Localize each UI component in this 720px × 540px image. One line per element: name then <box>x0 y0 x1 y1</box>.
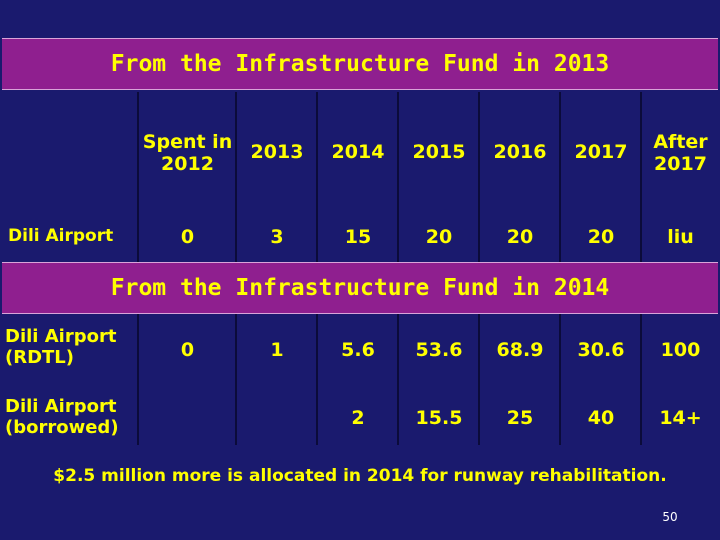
header-2017: 2017 <box>574 141 628 163</box>
page-number: 50 <box>662 510 678 524</box>
section2-title: From the Infrastructure Fund in 2014 <box>110 275 610 301</box>
row-label-dili-airport: Dili Airport <box>8 226 114 246</box>
header-spent-2012: Spent in 2012 <box>142 131 233 175</box>
header-2016: 2016 <box>493 141 547 163</box>
table-cell: 20 <box>587 226 615 248</box>
table-cell: 3 <box>270 226 284 248</box>
header-2013: 2013 <box>250 141 304 163</box>
header-2014: 2014 <box>331 141 385 163</box>
table-cell: 25 <box>506 407 534 429</box>
table-cell: 20 <box>506 226 534 248</box>
table-cell: 0 <box>180 226 195 248</box>
section2-title-band: From the Infrastructure Fund in 2014 <box>2 262 718 314</box>
section1-title: From the Infrastructure Fund in 2013 <box>110 51 610 77</box>
table-cell: 53.6 <box>415 339 463 361</box>
table-cell: liu <box>667 226 694 248</box>
table-cell: 100 <box>660 339 701 361</box>
row-label-dili-airport-borrowed: Dili Airport (borrowed) <box>5 396 119 438</box>
table-cell: 15 <box>344 226 372 248</box>
table-cell: 40 <box>587 407 615 429</box>
header-after-2017: After 2017 <box>653 131 708 175</box>
table-cell: 30.6 <box>577 339 625 361</box>
table-cell: 0 <box>180 339 195 361</box>
table-cell: 68.9 <box>496 339 544 361</box>
footer-note: $2.5 million more is allocated in 2014 f… <box>53 466 667 486</box>
table-cell: 15.5 <box>415 407 463 429</box>
table-cell: 5.6 <box>341 339 375 361</box>
table-cell: 1 <box>270 339 284 361</box>
table-cell: 14+ <box>659 407 702 429</box>
header-2015: 2015 <box>412 141 466 163</box>
table-cell: 2 <box>351 407 365 429</box>
table-cell: 20 <box>425 226 453 248</box>
row-label-dili-airport-rdtl: Dili Airport (RDTL) <box>5 326 117 368</box>
section1-title-band: From the Infrastructure Fund in 2013 <box>2 38 718 90</box>
